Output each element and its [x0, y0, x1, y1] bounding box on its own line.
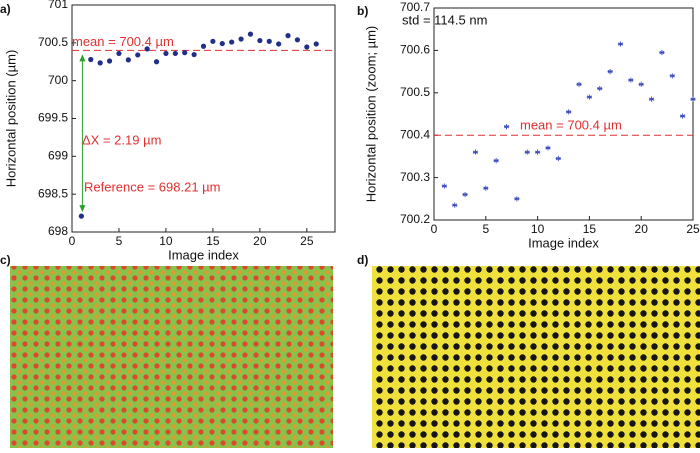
point	[304, 44, 310, 50]
y-tick-label: 700.3	[400, 170, 430, 184]
point	[285, 33, 291, 39]
point	[191, 51, 197, 58]
x-tick-label: 0	[69, 234, 76, 248]
point	[586, 94, 592, 100]
point	[313, 41, 319, 47]
annotation: ΔX = 2.19 µm	[82, 133, 161, 148]
x-tick-label: 15	[583, 222, 597, 236]
y-tick-label: 700	[48, 73, 68, 87]
y-tick-label: 698	[48, 224, 68, 238]
annotation: mean = 700.4 µm	[520, 118, 622, 133]
point	[153, 59, 160, 65]
point	[294, 37, 301, 43]
point	[648, 96, 655, 102]
point	[219, 40, 225, 47]
point	[555, 155, 561, 162]
point	[276, 41, 282, 47]
x-tick-label: 5	[482, 222, 489, 236]
y-tick-label: 699.5	[38, 111, 68, 125]
x-axis-label: Image index	[528, 235, 599, 250]
point	[617, 41, 624, 47]
point	[659, 49, 665, 56]
point	[566, 109, 572, 115]
point	[200, 43, 207, 49]
x-tick-label: 20	[253, 234, 267, 248]
y-axis-label: Horizontal position (µm)	[3, 50, 18, 188]
x-tick-label: 10	[159, 234, 173, 248]
point	[493, 158, 499, 164]
panel-label: d)	[357, 253, 368, 267]
point	[172, 50, 178, 57]
point	[503, 124, 510, 130]
micrograph-d	[372, 266, 700, 448]
y-axis-label: Horizontal position (zoom; µm)	[363, 26, 378, 203]
point	[106, 58, 113, 64]
x-tick-label: 20	[635, 222, 649, 236]
x-tick-label: 10	[531, 222, 545, 236]
point	[680, 113, 686, 119]
annotation: mean = 700.4 µm	[72, 34, 174, 49]
point	[597, 85, 603, 92]
x-tick-label: 25	[300, 234, 314, 248]
plot-frame	[433, 7, 694, 221]
y-tick-label: 700.2	[400, 212, 430, 226]
x-axis-label: Image index	[168, 247, 239, 262]
point	[607, 69, 613, 75]
y-tick-label: 699	[48, 149, 68, 163]
x-tick-label: 5	[116, 234, 123, 248]
x-tick-label: 25	[686, 222, 700, 236]
y-tick-label: 698.5	[38, 186, 68, 200]
y-tick-label: 701	[48, 0, 68, 11]
point	[462, 191, 468, 198]
point	[88, 56, 94, 63]
point	[452, 202, 458, 208]
annotation: Reference = 698.21 µm	[84, 180, 221, 195]
panel-label: c)	[0, 253, 11, 267]
point	[524, 149, 530, 155]
y-tick-label: 700.5	[38, 35, 68, 49]
panel-label: a)	[0, 2, 11, 16]
point	[135, 52, 141, 58]
point	[125, 57, 131, 63]
point	[690, 96, 696, 102]
point	[229, 39, 235, 45]
micrograph-c	[10, 266, 333, 448]
point	[238, 36, 244, 42]
point	[669, 73, 675, 79]
y-tick-label: 700.6	[400, 43, 430, 57]
point	[535, 149, 541, 155]
point	[628, 77, 634, 83]
point	[144, 46, 150, 52]
point	[97, 60, 103, 66]
point	[210, 38, 216, 44]
panel-label: b)	[357, 4, 368, 18]
point	[441, 183, 447, 189]
point	[247, 31, 254, 37]
point	[483, 185, 489, 191]
arrow-head	[79, 205, 86, 213]
point	[182, 50, 188, 56]
y-tick-label: 700.5	[400, 85, 430, 99]
point	[472, 149, 479, 155]
point	[266, 38, 272, 44]
point	[514, 196, 520, 202]
x-tick-label: 15	[206, 234, 220, 248]
arrow-head	[79, 54, 86, 62]
y-tick-label: 700.4	[400, 127, 430, 141]
point	[78, 213, 84, 219]
x-tick-label: 0	[431, 222, 438, 236]
point	[576, 81, 582, 87]
y-tick-label: 700.7	[400, 0, 430, 14]
point	[116, 50, 122, 57]
point	[163, 50, 169, 57]
point	[638, 81, 644, 87]
point	[545, 145, 551, 151]
point	[257, 37, 263, 44]
annotation: std = 114.5 nm	[402, 12, 487, 27]
